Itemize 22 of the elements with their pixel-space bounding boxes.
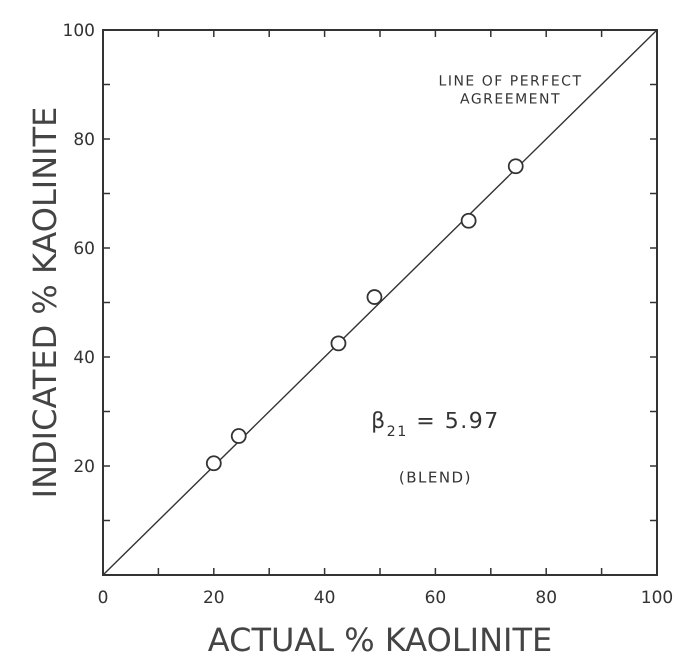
y-axis-title: INDICATED % KAOLINITE [26, 106, 64, 498]
y-tick-label: 100 [62, 20, 95, 41]
x-tick-label: 60 [424, 588, 446, 608]
y-tick-label: 60 [73, 238, 95, 259]
point [460, 212, 477, 229]
annotation: β$_{21}$ = 5.97 [371, 408, 500, 440]
point [366, 289, 382, 305]
point [206, 455, 222, 472]
y-tick-label: 40 [73, 348, 95, 368]
annotation: LINE OF PERFECT AGREEMENT [438, 73, 583, 108]
point [230, 428, 247, 444]
x-axis-title: ACTUAL % KAOLINITE [208, 621, 552, 659]
y-tick-label: 20 [73, 456, 95, 477]
y-tick-label: 80 [73, 130, 95, 150]
annotation: (BLEND) [398, 468, 472, 486]
x-tick-label: 80 [535, 588, 558, 608]
x-tick-label: 0 [98, 588, 108, 608]
point [508, 158, 524, 174]
x-tick-label: 100 [640, 588, 674, 608]
x-tick-label: 20 [202, 588, 225, 608]
x-tick-label: 40 [314, 588, 336, 608]
point [330, 335, 346, 352]
